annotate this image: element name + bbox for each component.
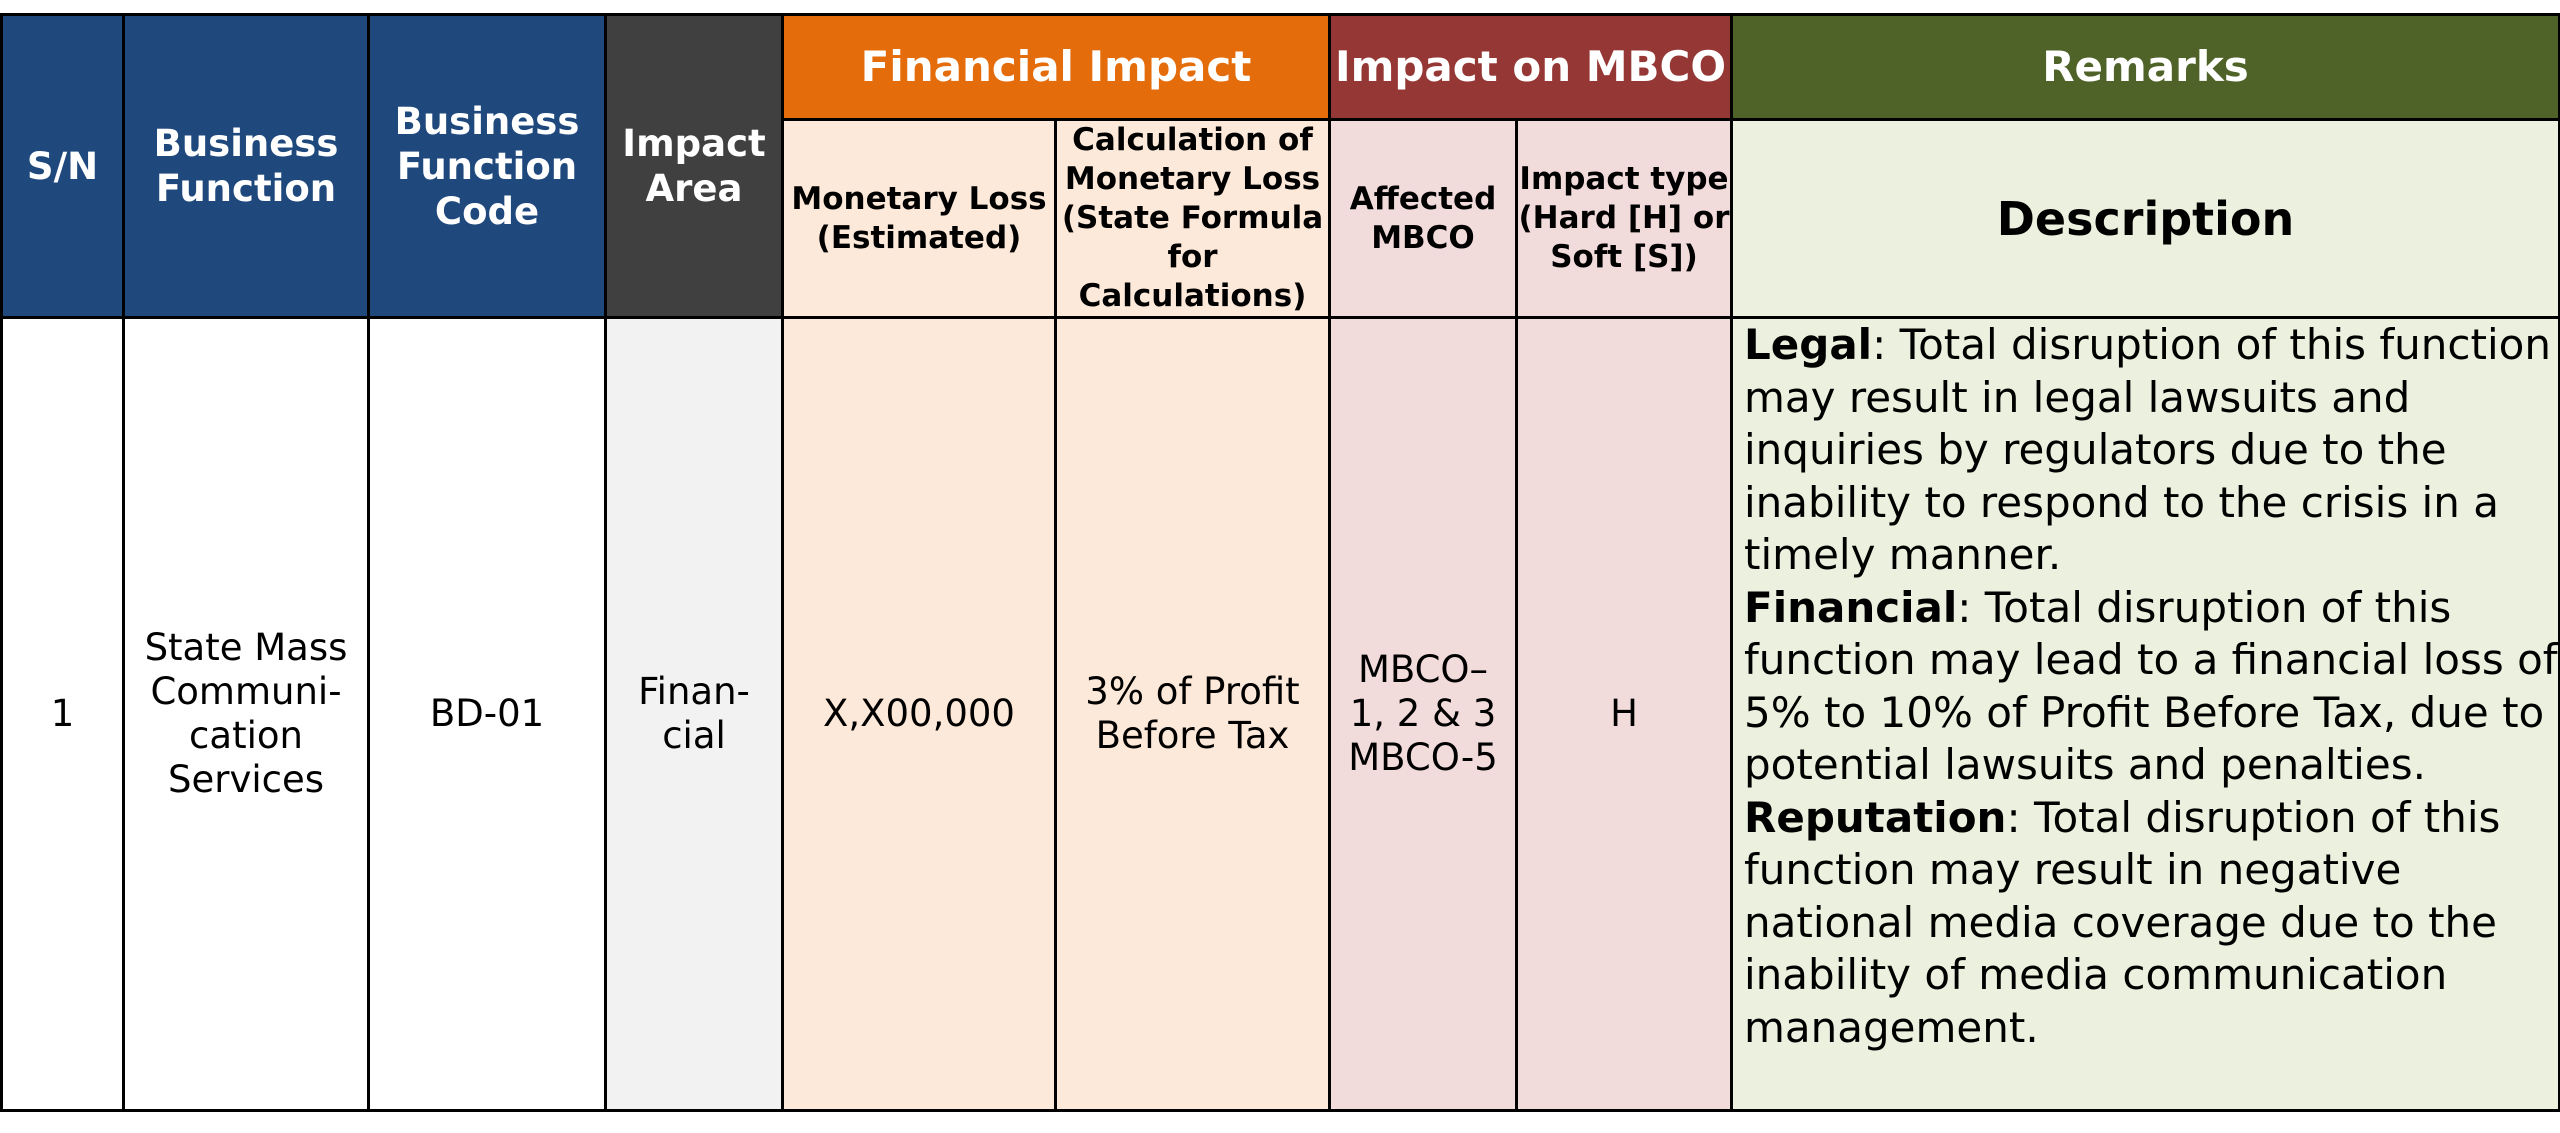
header-row-sub: Monetary Loss (Estimated) Calculation of… xyxy=(2,118,2560,319)
desc-legal: Legal: Total disruption of this function… xyxy=(1744,320,2557,582)
desc-legal-label: Legal xyxy=(1744,320,1873,370)
header-sn: S/N xyxy=(0,13,125,319)
table-row: 1 State Mass Communi-cation Services BD-… xyxy=(0,316,2560,1112)
cell-impact-type: H xyxy=(1514,316,1734,1112)
cell-sn: 1 xyxy=(0,316,125,1112)
bia-table: S/N Business Function Business Function … xyxy=(0,13,2560,1112)
cell-monetary-loss: X,X00,000 xyxy=(781,316,1057,1112)
cell-calculation: 3% of Profit Before Tax xyxy=(1054,316,1331,1112)
header-impact-on-mbco: Impact on MBCO xyxy=(1327,13,1734,121)
desc-reputation-label: Reputation xyxy=(1744,792,2007,842)
header-business-function-code: Business Function Code xyxy=(367,13,607,319)
desc-financial: Financial: Total disruption of this func… xyxy=(1744,582,2558,792)
desc-legal-text: : Total disruption of this function may … xyxy=(1744,320,2551,580)
header-calculation: Calculation of Monetary Loss (State Form… xyxy=(1054,118,1331,319)
header-remarks: Remarks xyxy=(1730,13,2560,121)
cell-impact-area: Finan-cial xyxy=(604,316,784,1112)
desc-reputation: Reputation: Total disruption of this fun… xyxy=(1744,792,2557,1055)
header-monetary-loss: Monetary Loss (Estimated) xyxy=(781,118,1057,319)
header-impact-type: Impact type (Hard [H] or Soft [S]) xyxy=(1514,118,1734,319)
header-business-function: Business Function xyxy=(122,13,370,319)
desc-financial-text: : Total disruption of this function may … xyxy=(1744,582,2558,790)
cell-description: Legal: Total disruption of this function… xyxy=(1730,316,2560,1112)
desc-financial-label: Financial xyxy=(1744,582,1958,632)
header-affected-mbco: Affected MBCO xyxy=(1328,118,1518,319)
cell-business-function: State Mass Communi-cation Services xyxy=(122,316,370,1112)
header-description: Description xyxy=(1730,118,2560,319)
header-financial-impact: Financial Impact xyxy=(781,13,1331,121)
cell-business-function-code: BD-01 xyxy=(367,316,607,1112)
cell-affected-mbco: MBCO–1, 2 & 3 MBCO-5 xyxy=(1328,316,1518,1112)
header-impact-area: Impact Area xyxy=(604,13,784,319)
header-row-top: S/N Business Function Business Function … xyxy=(0,13,2560,319)
desc-reputation-text: : Total disruption of this function may … xyxy=(1744,792,2501,1052)
